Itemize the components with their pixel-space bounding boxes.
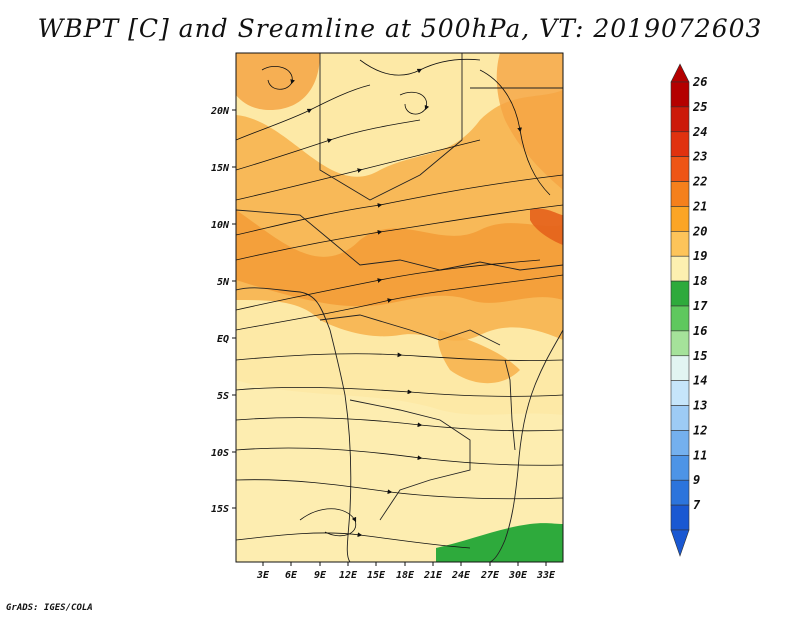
credit-text: GrADS: IGES/COLA	[6, 603, 93, 613]
colorbar-label: 20	[692, 224, 707, 238]
streamline	[236, 479, 563, 500]
streamline	[479, 69, 551, 196]
colorbar-label: 13	[693, 399, 707, 413]
lon-label: 33E	[536, 570, 556, 581]
lat-label: 20N	[210, 106, 230, 117]
lon-label: 30E	[508, 570, 528, 581]
lon-label: 21E	[423, 570, 443, 581]
longitude-axis: 3E 6E 9E 12E 15E 18E 21E 24E 27E 30E 33E	[256, 562, 556, 581]
colorbar-label: 24	[692, 125, 707, 139]
lon-label: 9E	[314, 570, 327, 581]
coastlines-borders	[236, 53, 563, 562]
colorbar-label: 14	[693, 374, 707, 388]
colorbar-label: 17	[693, 299, 708, 313]
west-africa-coastline	[236, 287, 352, 562]
southern-borders	[349, 399, 471, 521]
colorbar-cell	[670, 131, 690, 157]
colorbar-cell	[670, 280, 690, 307]
colorbar-label: 22	[692, 175, 707, 189]
colorbar-cell	[670, 405, 690, 431]
east-africa-coastline	[489, 329, 563, 562]
colorbar-bottom-arrow	[670, 529, 690, 557]
wbpt-19c-region	[236, 380, 563, 562]
streamline	[236, 274, 563, 331]
streamline-vortex	[261, 66, 295, 90]
colorbar-cell	[670, 106, 690, 133]
colorbar-cell	[670, 504, 690, 531]
colorbar-cell	[670, 355, 690, 381]
colorbar-label: 11	[693, 448, 707, 462]
streamline-vortex	[299, 508, 357, 537]
lat-label: 10N	[211, 220, 230, 231]
lat-label: 5N	[217, 277, 230, 288]
colorbar-cell	[670, 479, 690, 506]
colorbar-label: 7	[693, 498, 701, 512]
colorbar-cell	[670, 255, 690, 282]
wbpt-18c-region	[436, 523, 563, 562]
colorbar-cell	[670, 330, 690, 357]
colorbar-label: 23	[692, 150, 707, 164]
lat-label: 5S	[217, 391, 229, 402]
lon-label: 3E	[256, 570, 270, 581]
sahara-borders	[319, 53, 463, 201]
colorbar-label: 9	[693, 473, 700, 487]
streamline	[236, 119, 421, 171]
streamline	[236, 447, 563, 466]
lon-label: 18E	[396, 570, 415, 581]
lat-label: 15S	[211, 504, 229, 515]
colorbar-label: 16	[693, 324, 707, 338]
lat-label: 15N	[211, 163, 230, 174]
streamline	[236, 417, 563, 432]
colorbar-label: 12	[693, 423, 707, 437]
map-panel	[236, 53, 563, 562]
colorbar: 26 25 24 23 22 21 20 19 18 17 16 15 14 13 12 11 9 7	[670, 63, 708, 557]
streamline	[236, 204, 563, 261]
colorbar-cell	[670, 156, 690, 182]
lon-label: 6E	[285, 570, 298, 581]
colorbar-cell	[670, 181, 690, 207]
lat-label: 10S	[211, 448, 229, 459]
map-title: WBPT [C] and Sreamline at 500hPa, VT: 20…	[37, 14, 763, 43]
streamline-vortex	[399, 91, 430, 115]
lat-label: EQ	[217, 334, 229, 345]
streamline	[236, 139, 481, 201]
map-frame	[235, 52, 564, 563]
colorbar-label: 25	[692, 100, 707, 114]
sahel-borders	[236, 209, 563, 271]
wbpt-22c-region	[236, 210, 563, 307]
lon-label: 27E	[480, 570, 500, 581]
streamlines	[236, 58, 563, 549]
wbpt-east-africa-warm	[438, 330, 520, 384]
colorbar-cell	[670, 231, 690, 257]
wbpt-northeast-warm	[496, 53, 563, 190]
colorbar-label: 15	[693, 349, 707, 363]
latitude-axis: 20N 15N 10N 5N EQ 5S 10S 15S	[210, 106, 236, 515]
colorbar-cell	[670, 81, 690, 108]
streamline	[236, 174, 563, 236]
streamline	[236, 84, 371, 141]
lakes-borders	[504, 359, 516, 451]
streamline	[236, 386, 563, 397]
colorbar-cell	[670, 380, 690, 406]
colorbar-top-arrow	[670, 63, 690, 83]
central-borders	[319, 314, 501, 346]
streamline	[359, 58, 481, 76]
wbpt-northwest-warm	[236, 53, 320, 110]
colorbar-label: 26	[692, 75, 707, 89]
streamline	[236, 532, 471, 549]
colorbar-label: 18	[693, 274, 707, 288]
wbpt-23c-patch	[530, 208, 563, 245]
lon-label: 15E	[367, 570, 386, 581]
colorbar-label: 19	[693, 249, 707, 263]
lon-label: 12E	[339, 570, 358, 581]
streamline	[236, 259, 541, 311]
streamline	[236, 352, 563, 361]
colorbar-cell	[670, 430, 690, 456]
colorbar-cell	[670, 305, 690, 332]
colorbar-cell	[670, 206, 690, 232]
colorbar-label: 21	[692, 199, 707, 213]
lon-label: 24E	[451, 570, 471, 581]
colorbar-cell	[670, 455, 690, 481]
